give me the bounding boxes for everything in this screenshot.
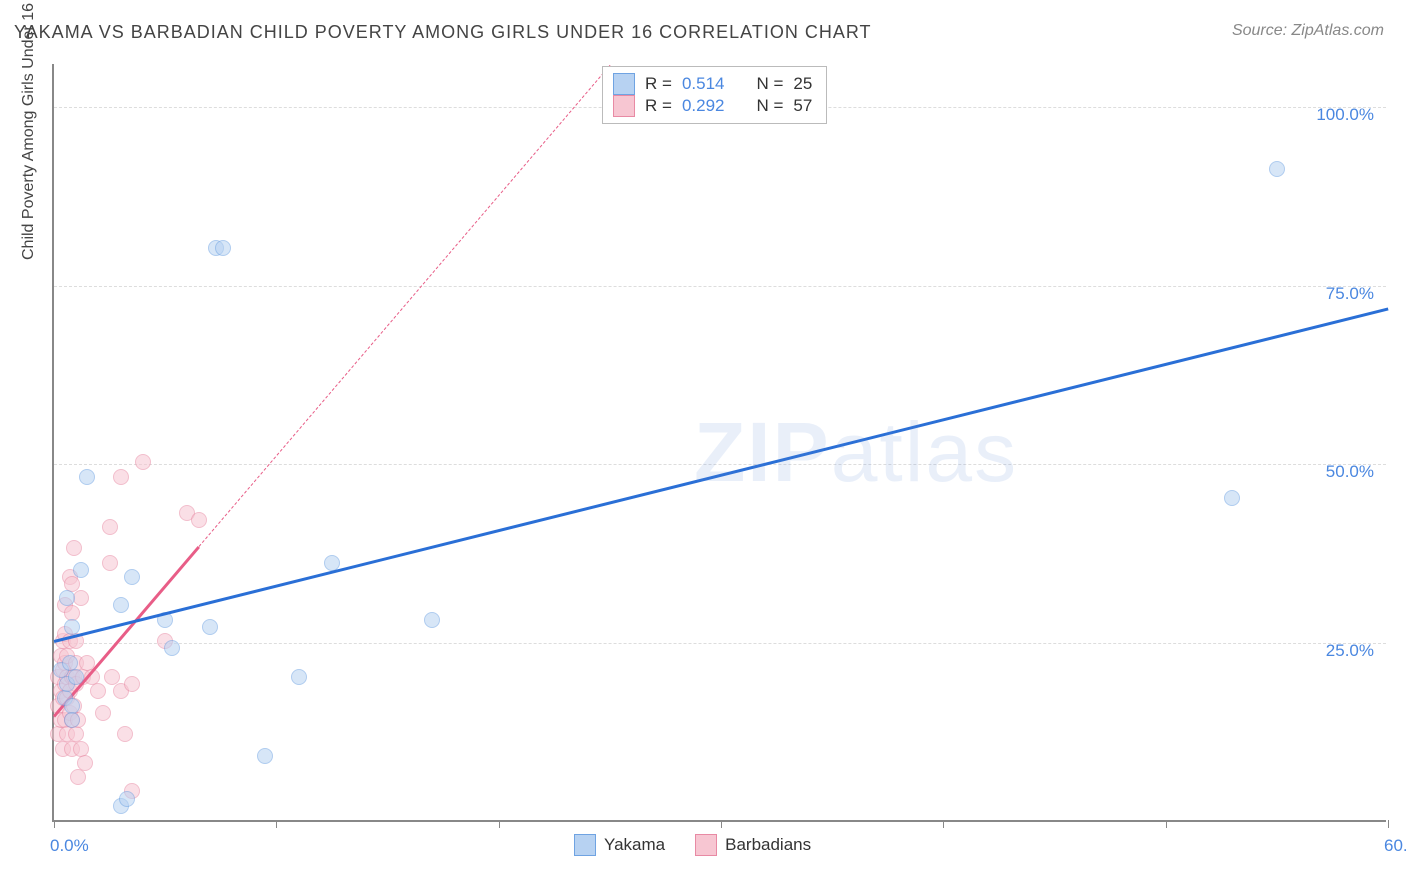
source-attribution: Source: ZipAtlas.com bbox=[1232, 22, 1384, 40]
watermark: ZIPatlas bbox=[694, 404, 1018, 501]
swatch-barbadians bbox=[613, 95, 635, 117]
x-tick-label: 0.0% bbox=[50, 836, 89, 856]
y-tick-label: 75.0% bbox=[1326, 284, 1374, 304]
x-tick bbox=[1388, 820, 1389, 828]
data-point-yakama bbox=[64, 619, 80, 635]
data-point-yakama bbox=[164, 640, 180, 656]
x-tick bbox=[1166, 820, 1167, 828]
data-point-barbadians bbox=[135, 454, 151, 470]
data-point-yakama bbox=[1224, 490, 1240, 506]
data-point-barbadians bbox=[191, 512, 207, 528]
y-tick-label: 50.0% bbox=[1326, 462, 1374, 482]
data-point-yakama bbox=[79, 469, 95, 485]
data-point-yakama bbox=[124, 569, 140, 585]
data-point-yakama bbox=[202, 619, 218, 635]
data-point-yakama bbox=[73, 562, 89, 578]
series-legend: Yakama Barbadians bbox=[574, 834, 811, 856]
x-tick bbox=[54, 820, 55, 828]
swatch-yakama bbox=[613, 73, 635, 95]
x-tick-label: 60.0% bbox=[1384, 836, 1406, 856]
swatch-yakama bbox=[574, 834, 596, 856]
data-point-yakama bbox=[1269, 161, 1285, 177]
chart-title: YAKAMA VS BARBADIAN CHILD POVERTY AMONG … bbox=[14, 22, 872, 43]
data-point-barbadians bbox=[117, 726, 133, 742]
scatter-plot: 25.0%50.0%75.0%100.0%0.0%60.0% ZIPatlas … bbox=[52, 64, 1386, 822]
data-point-yakama bbox=[64, 712, 80, 728]
gridline bbox=[54, 286, 1386, 287]
data-point-barbadians bbox=[70, 769, 86, 785]
data-point-barbadians bbox=[104, 669, 120, 685]
gridline bbox=[54, 643, 1386, 644]
data-point-barbadians bbox=[66, 540, 82, 556]
correlation-legend: R = 0.514 N = 25 R = 0.292 N = 57 bbox=[602, 66, 827, 124]
legend-row-barbadians: R = 0.292 N = 57 bbox=[613, 95, 812, 117]
legend-item-yakama: Yakama bbox=[574, 834, 665, 856]
data-point-barbadians bbox=[95, 705, 111, 721]
data-point-barbadians bbox=[102, 555, 118, 571]
y-tick-label: 25.0% bbox=[1326, 641, 1374, 661]
x-tick bbox=[499, 820, 500, 828]
data-point-yakama bbox=[68, 669, 84, 685]
data-point-yakama bbox=[119, 791, 135, 807]
legend-item-barbadians: Barbadians bbox=[695, 834, 811, 856]
data-point-barbadians bbox=[90, 683, 106, 699]
swatch-barbadians bbox=[695, 834, 717, 856]
data-point-yakama bbox=[113, 597, 129, 613]
data-point-yakama bbox=[424, 612, 440, 628]
x-tick bbox=[276, 820, 277, 828]
y-axis-label: Child Poverty Among Girls Under 16 bbox=[20, 3, 38, 260]
regression-line bbox=[198, 64, 610, 546]
legend-row-yakama: R = 0.514 N = 25 bbox=[613, 73, 812, 95]
x-tick bbox=[943, 820, 944, 828]
x-tick bbox=[721, 820, 722, 828]
data-point-barbadians bbox=[113, 469, 129, 485]
data-point-yakama bbox=[215, 240, 231, 256]
data-point-yakama bbox=[59, 590, 75, 606]
data-point-barbadians bbox=[124, 676, 140, 692]
data-point-barbadians bbox=[77, 755, 93, 771]
data-point-yakama bbox=[291, 669, 307, 685]
data-point-barbadians bbox=[102, 519, 118, 535]
data-point-yakama bbox=[257, 748, 273, 764]
y-tick-label: 100.0% bbox=[1316, 105, 1374, 125]
